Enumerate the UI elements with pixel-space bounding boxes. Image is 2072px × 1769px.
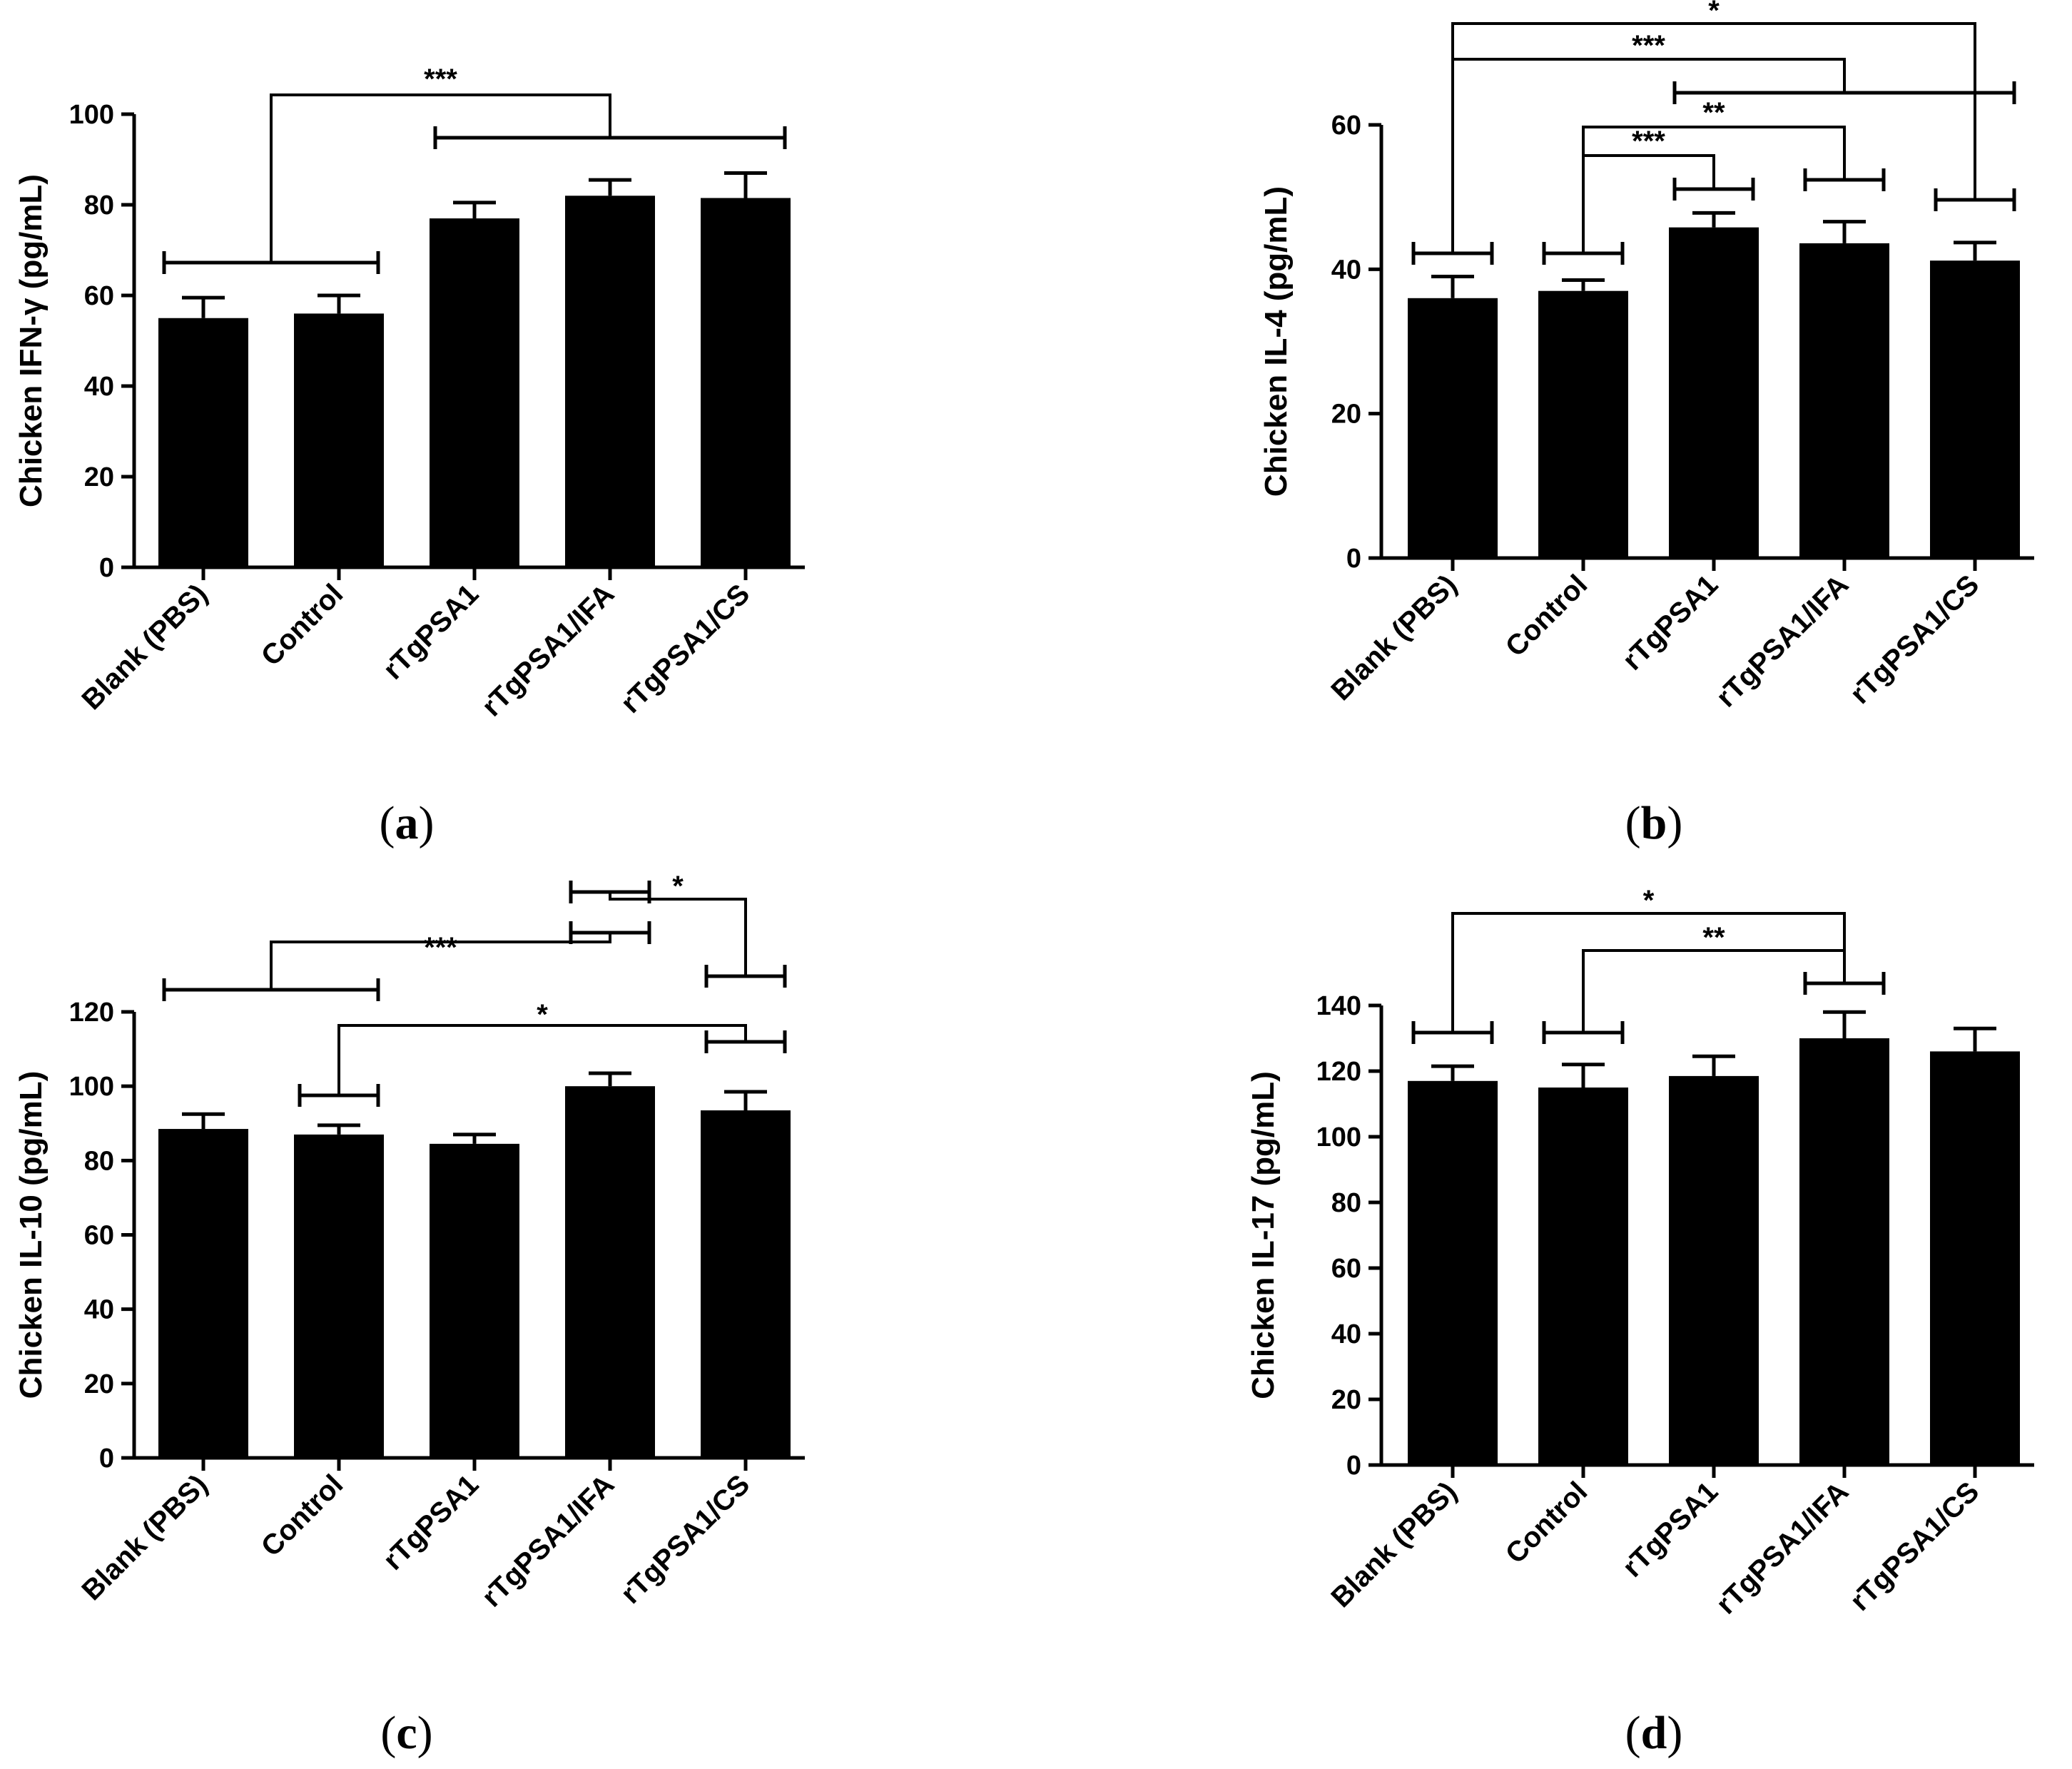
panel-label: (b) <box>1625 797 1683 849</box>
y-tick-label: 140 <box>1316 991 1361 1021</box>
bar <box>701 198 791 568</box>
x-tick-label: Blank (PBS) <box>76 1469 213 1606</box>
significance-label: * <box>1708 0 1720 26</box>
y-tick-label: 80 <box>1331 1188 1361 1218</box>
x-tick-label: rTgPSA1 <box>377 1469 485 1576</box>
x-tick-label: rTgPSA1/CS <box>615 1469 756 1610</box>
y-tick-label: 0 <box>99 553 114 583</box>
x-tick-label: rTgPSA1/IFA <box>1710 1476 1854 1620</box>
significance-connector <box>337 1024 747 1095</box>
bar <box>1930 260 2020 558</box>
x-tick-label: rTgPSA1/IFA <box>476 578 620 722</box>
bar <box>430 218 519 567</box>
x-tick-label: rTgPSA1/IFA <box>476 1469 620 1613</box>
y-tick-label: 80 <box>84 1146 114 1176</box>
y-tick-label: 20 <box>1331 1385 1361 1415</box>
x-tick-label: Control <box>255 1469 350 1563</box>
y-tick-label: 60 <box>84 1221 114 1251</box>
y-tick-label: 100 <box>1316 1122 1361 1152</box>
bar <box>1408 298 1498 558</box>
x-tick-label: Control <box>1500 1476 1594 1570</box>
significance-label: * <box>537 999 548 1030</box>
y-tick-label: 0 <box>99 1444 114 1474</box>
y-tick-label: 0 <box>1346 1451 1361 1481</box>
bar <box>294 1134 384 1458</box>
significance-label: ** <box>1702 97 1725 128</box>
y-tick-label: 20 <box>84 462 114 492</box>
panel-label: (a) <box>380 797 435 849</box>
y-tick-label: 60 <box>1331 1254 1361 1284</box>
significance-label: *** <box>424 64 457 95</box>
panel-b-il4-chart: 0 20 40 60 Chicken IL-4 (pg/mL) Blank (PBS) Co… <box>1259 0 2034 849</box>
x-tick-label: rTgPSA1/CS <box>1844 569 1986 710</box>
bar <box>430 1143 519 1458</box>
significance-connector <box>1451 912 1846 1033</box>
significance-connector <box>609 892 747 976</box>
significance-label: * <box>1643 885 1655 916</box>
significance-connector <box>1451 58 1846 253</box>
y-axis-label: Chicken IL-17 (pg/mL) <box>1246 1071 1281 1399</box>
panel-label: (c) <box>380 1707 432 1759</box>
y-tick-label: 100 <box>69 1072 114 1102</box>
bar <box>565 196 655 567</box>
bar <box>158 1129 248 1458</box>
panel-a-ifn-gamma-chart: 0 20 40 60 80 100 Chicken IFN-γ (pg/mL) Blank (… <box>14 64 805 849</box>
y-tick-label: 60 <box>84 281 114 311</box>
bar <box>158 318 248 567</box>
significance-connector <box>270 933 611 990</box>
y-tick-label: 60 <box>1331 111 1361 141</box>
x-tick-label: Blank (PBS) <box>76 578 213 716</box>
x-tick-label: rTgPSA1 <box>377 578 485 686</box>
bar <box>1669 1075 1759 1465</box>
bar <box>294 313 384 567</box>
y-tick-label: 40 <box>84 372 114 402</box>
x-tick-label: Blank (PBS) <box>1325 569 1463 706</box>
significance-connector <box>1582 154 1715 253</box>
y-tick-label: 120 <box>69 998 114 1028</box>
panel-d-il17-chart: 0 20 40 60 80 100 120 140 Chicken IL-17 (pg/mL) B… <box>1246 885 2034 1759</box>
significance-label: *** <box>1632 30 1665 61</box>
x-tick-label: rTgPSA1/IFA <box>1710 569 1854 713</box>
significance-label: ** <box>1702 922 1725 953</box>
bar <box>1930 1051 2020 1465</box>
x-tick-label: rTgPSA1/CS <box>615 578 756 719</box>
y-tick-label: 120 <box>1316 1057 1361 1087</box>
bar <box>565 1086 655 1458</box>
y-tick-label: 40 <box>1331 1319 1361 1349</box>
y-tick-label: 20 <box>1331 400 1361 430</box>
bar <box>701 1110 791 1458</box>
y-tick-label: 40 <box>84 1295 114 1325</box>
significance-label: *** <box>1632 126 1665 157</box>
bar <box>1669 227 1759 558</box>
panel-c-il10-chart: 0 20 40 60 80 100 120 Chicken IL-10 (pg/mL) Blan… <box>14 871 805 1759</box>
y-tick-label: 20 <box>84 1369 114 1399</box>
y-axis-label: Chicken IL-4 (pg/mL) <box>1259 186 1294 497</box>
y-tick-label: 40 <box>1331 255 1361 285</box>
bar <box>1799 243 1889 558</box>
x-tick-label: Blank (PBS) <box>1325 1476 1463 1613</box>
x-tick-label: rTgPSA1 <box>1617 569 1725 676</box>
x-tick-label: Control <box>255 578 350 672</box>
significance-label: *** <box>424 932 457 963</box>
y-tick-label: 0 <box>1346 544 1361 574</box>
panel-label: (d) <box>1625 1707 1683 1759</box>
y-tick-label: 80 <box>84 191 114 221</box>
significance-label: * <box>672 871 684 902</box>
significance-connector <box>270 93 611 263</box>
significance-connector <box>1582 949 1846 1033</box>
bar <box>1538 290 1628 558</box>
y-tick-label: 100 <box>69 100 114 130</box>
bar <box>1538 1088 1628 1465</box>
bar <box>1408 1080 1498 1465</box>
x-tick-label: rTgPSA1/CS <box>1844 1476 1986 1617</box>
x-tick-label: rTgPSA1 <box>1617 1476 1725 1583</box>
x-tick-label: Control <box>1500 569 1594 663</box>
y-axis-label: Chicken IL-10 (pg/mL) <box>14 1071 49 1399</box>
y-axis-label: Chicken IFN-γ (pg/mL) <box>14 174 49 507</box>
bar <box>1799 1038 1889 1465</box>
